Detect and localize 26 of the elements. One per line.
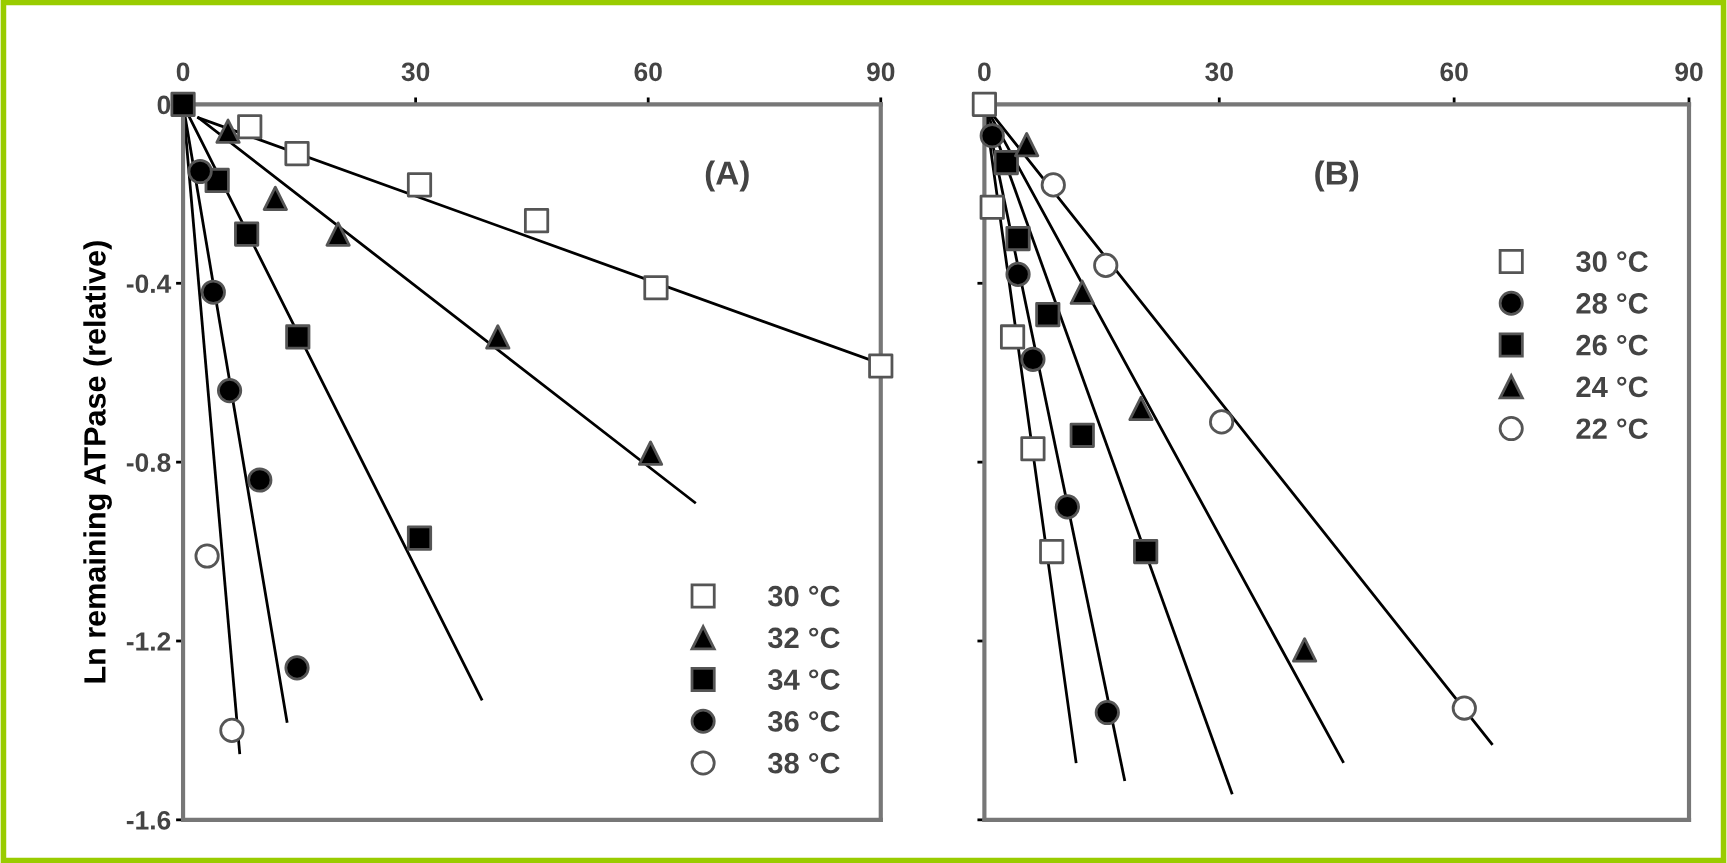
annotation: (A) — [705, 160, 749, 192]
y-axis-title: Ln remaining ATPase (relative) — [83, 241, 112, 683]
legend-label: 24 °C — [1576, 376, 1648, 398]
y-tick-label: -1.2 — [126, 632, 171, 651]
legend-label: 28 °C — [1576, 293, 1648, 314]
legend-label: 32 °C — [767, 627, 840, 649]
x-tick-label: 60 — [634, 62, 662, 82]
x-tick-label: 30 — [401, 62, 430, 82]
legend-label: 26 °C — [1576, 334, 1648, 356]
legend-label: 34 °C — [767, 669, 840, 691]
y-tick-label: -1.6 — [126, 810, 171, 830]
legend-label: 30 °C — [767, 585, 840, 607]
x-tick-label: 0 — [978, 62, 991, 82]
legend-label: 36 °C — [767, 711, 840, 732]
legend-label: 38 °C — [767, 752, 840, 774]
annotation: (B) — [1315, 160, 1359, 192]
y-tick-label: 0 — [157, 95, 171, 115]
x-tick-label: 60 — [1440, 62, 1468, 82]
x-tick-label: 30 — [1205, 62, 1233, 82]
legend-label: 22 °C — [1576, 418, 1648, 440]
x-tick-label: 90 — [867, 62, 895, 82]
y-tick-label: -0.4 — [126, 274, 172, 294]
x-tick-label: 0 — [176, 62, 190, 82]
legend-label: 30 °C — [1576, 251, 1648, 272]
y-tick-label: -0.8 — [126, 453, 171, 472]
x-tick-label: 90 — [1675, 62, 1703, 82]
